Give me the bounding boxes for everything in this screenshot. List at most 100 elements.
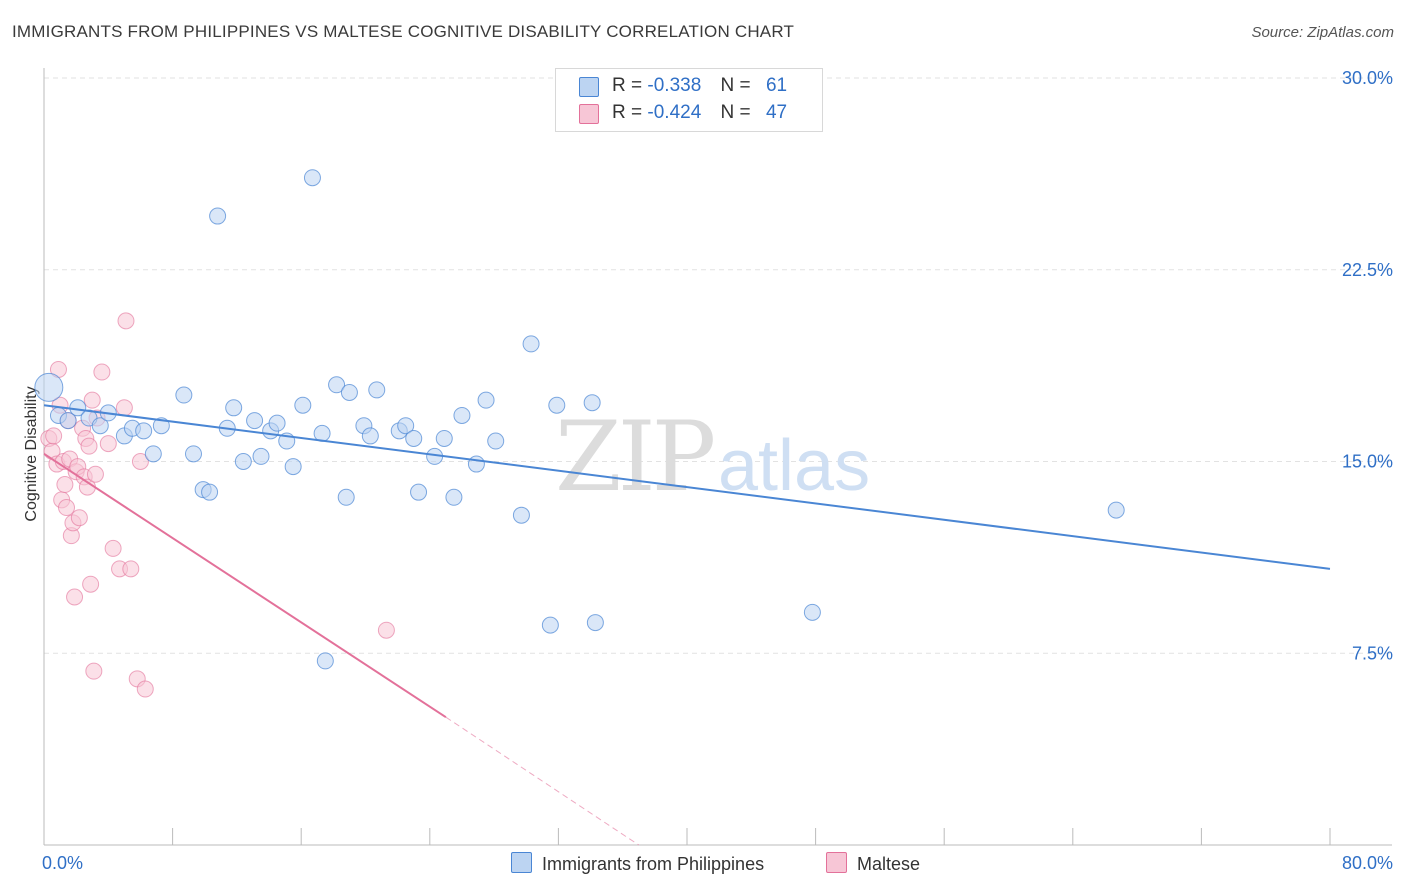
legend-r-value: -0.424	[647, 102, 702, 123]
tick-labels: 7.5% 15.0% 22.5% 30.0% 0.0% 80.0%	[42, 68, 1393, 873]
philippines-point	[583, 394, 601, 412]
maltese-trend-extension	[445, 716, 640, 846]
chart-title: IMMIGRANTS FROM PHILIPPINES VS MALTESE C…	[12, 22, 795, 41]
legend-n-label: N =	[720, 75, 751, 96]
maltese-points	[40, 312, 395, 698]
philippines-point	[252, 447, 270, 465]
maltese-point	[85, 662, 103, 680]
philippines-point	[397, 417, 415, 435]
philippines-point	[340, 383, 358, 401]
philippines-point	[453, 406, 471, 424]
bottom-legend-maltese: Maltese	[826, 852, 920, 875]
maltese-point	[122, 560, 140, 578]
grid-lines	[44, 77, 1392, 654]
maltese-point	[131, 453, 149, 470]
philippines-point	[410, 483, 428, 501]
maltese-trend-line	[43, 452, 447, 719]
legend-row-philippines: R = -0.338 N = 61	[579, 75, 788, 97]
philippines-point	[144, 445, 162, 463]
maltese-point	[80, 437, 98, 455]
philippines-point	[246, 412, 264, 430]
philippines-point	[361, 427, 379, 445]
maltese-point	[93, 363, 111, 381]
bottom-legend-label: Immigrants from Philippines	[542, 854, 765, 874]
philippines-point	[152, 417, 170, 435]
maltese-point	[45, 427, 63, 445]
philippines-point	[316, 652, 334, 670]
legend-r-label: R =	[612, 102, 643, 123]
correlation-legend: R = -0.338 N = 61 R = -0.424 N = 47	[555, 68, 823, 132]
maltese-point	[58, 499, 76, 517]
philippines-point	[135, 422, 153, 440]
maltese-point	[70, 509, 88, 527]
philippines-point	[337, 488, 355, 506]
maltese-point	[86, 465, 104, 483]
maltese-point	[136, 680, 154, 698]
maltese-point	[82, 575, 100, 593]
x-tick-label: 80.0%	[1342, 853, 1393, 873]
maltese-point	[66, 588, 84, 606]
philippines-point	[803, 603, 821, 621]
philippines-point	[548, 396, 566, 414]
philippines-point	[284, 458, 302, 476]
bottom-legend-philippines: Immigrants from Philippines	[511, 852, 764, 875]
philippines-trend-line	[43, 404, 1331, 570]
y-tick-label: 15.0%	[1342, 452, 1393, 472]
legend-n-value: 61	[765, 75, 788, 96]
y-tick-label: 7.5%	[1352, 643, 1393, 663]
y-tick-label: 22.5%	[1342, 260, 1393, 280]
watermark: ZIP atlas	[555, 401, 870, 513]
philippines-point	[467, 455, 485, 473]
maltese-point	[117, 312, 135, 330]
philippines-point	[1107, 501, 1125, 519]
philippines-point	[512, 506, 530, 524]
philippines-point	[435, 429, 453, 447]
legend-r-value: -0.338	[647, 75, 702, 96]
philippines-point	[268, 414, 286, 432]
philippines-point	[294, 396, 312, 414]
maltese-point	[115, 399, 133, 417]
philippines-point	[225, 399, 243, 417]
maltese-point	[104, 539, 122, 557]
legend-swatch-pink	[579, 104, 599, 124]
philippines-point	[541, 616, 559, 634]
philippines-point	[209, 207, 227, 225]
legend-n-value: 47	[765, 102, 788, 123]
philippines-point	[303, 169, 321, 187]
philippines-point	[405, 429, 423, 447]
y-tick-label: 30.0%	[1342, 68, 1393, 88]
legend-row-maltese: R = -0.424 N = 47	[579, 102, 788, 124]
maltese-point	[56, 476, 74, 494]
x-tick-label: 0.0%	[42, 853, 83, 873]
watermark-zip: ZIP	[555, 401, 714, 513]
source-note: Source: ZipAtlas.com	[1251, 24, 1394, 41]
philippines-point	[477, 391, 495, 409]
philippines-point	[368, 381, 386, 399]
philippines-points	[34, 169, 1125, 670]
philippines-point	[328, 376, 346, 394]
legend-r-label: R =	[612, 75, 643, 96]
philippines-point	[184, 445, 202, 463]
bottom-legend-label: Maltese	[857, 854, 921, 874]
legend-swatch-blue	[579, 77, 599, 97]
bottom-legend-swatch-blue	[511, 852, 532, 873]
philippines-point	[234, 453, 252, 470]
philippines-point	[586, 614, 604, 632]
maltese-point	[377, 621, 395, 639]
watermark-atlas: atlas	[718, 426, 870, 506]
maltese-point	[83, 391, 101, 409]
bottom-legend-swatch-pink	[826, 852, 847, 873]
philippines-point	[34, 372, 64, 402]
philippines-point	[175, 386, 193, 404]
philippines-point	[522, 335, 540, 353]
axes	[43, 68, 1392, 846]
philippines-point	[91, 417, 109, 435]
philippines-point	[201, 483, 219, 501]
philippines-point	[445, 488, 463, 506]
legend-n-label: N =	[720, 102, 751, 123]
philippines-point	[59, 412, 77, 430]
philippines-point	[487, 432, 505, 450]
trend-lines	[43, 404, 1331, 846]
maltese-point	[99, 435, 117, 453]
